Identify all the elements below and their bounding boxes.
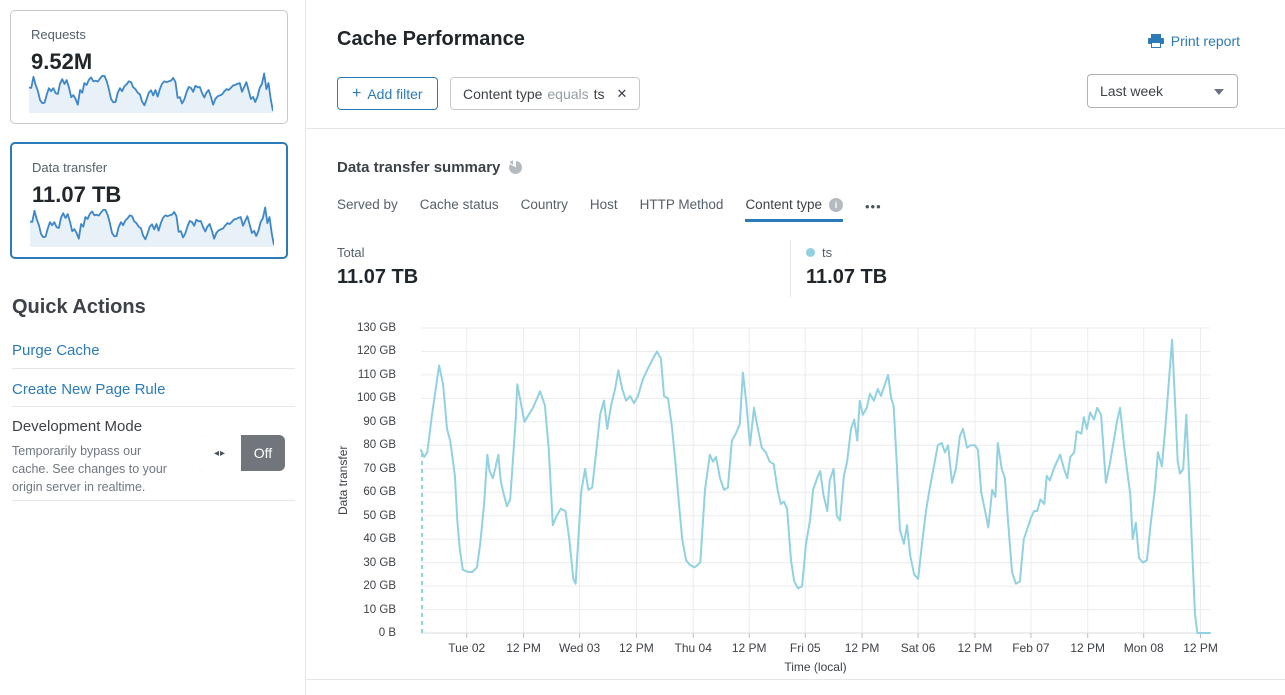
- tab-label: Country: [520, 197, 568, 212]
- x-tick-label: Fri 05: [789, 641, 821, 655]
- tab-cache-status[interactable]: Cache status: [420, 197, 499, 219]
- tab-host[interactable]: Host: [590, 197, 618, 219]
- data-transfer-card-label: Data transfer: [32, 160, 108, 175]
- x-tick-label: 12 PM: [731, 641, 767, 655]
- close-icon[interactable]: ✕: [616, 85, 628, 101]
- total-label: Total: [337, 245, 365, 260]
- x-tick-label: 12 PM: [844, 641, 880, 655]
- tab-country[interactable]: Country: [521, 197, 568, 219]
- x-tick-label: 12 PM: [1183, 641, 1218, 655]
- print-report-link[interactable]: Print report: [1147, 33, 1240, 49]
- info-icon[interactable]: i: [829, 197, 843, 212]
- development-mode-title: Development Mode: [12, 418, 143, 435]
- summary-tabs: Served by Cache status Country Host HTTP Met…: [337, 197, 882, 222]
- x-tick-label: Feb 07: [1012, 641, 1050, 655]
- x-tick-label: 12 PM: [957, 641, 993, 655]
- development-mode-description: Temporarily bypass our cache. See change…: [12, 444, 167, 495]
- tab-served-by[interactable]: Served by: [337, 197, 398, 219]
- y-tick-label: 90 GB: [363, 415, 396, 428]
- toggle-arrows-icon: ◂▸: [199, 435, 241, 471]
- x-tick-label: 12 PM: [506, 641, 541, 655]
- x-axis-ticks: Tue 02 12 PM Wed 03 12 PM Thu 04 12 PM Fri 05 1…: [421, 641, 1218, 657]
- data-transfer-card-value: 11.07 TB: [32, 182, 122, 207]
- divider: [12, 500, 295, 501]
- page-title: Cache Performance: [337, 28, 525, 50]
- tab-label: HTTP Method: [639, 197, 724, 212]
- development-mode-toggle[interactable]: ◂▸ Off: [199, 435, 285, 471]
- summary-title-label: Data transfer summary: [337, 159, 501, 176]
- filter-chip-operator: equals: [547, 85, 589, 102]
- x-tick-label: Thu 04: [674, 641, 712, 655]
- tab-label: Served by: [337, 197, 398, 212]
- x-tick-label: Wed 03: [559, 641, 601, 655]
- divider: [306, 679, 1285, 680]
- add-filter-label: Add filter: [367, 85, 423, 102]
- pie-chart-icon: [509, 160, 523, 174]
- data-transfer-card[interactable]: Data transfer 11.07 TB: [10, 142, 288, 259]
- summary-title: Data transfer summary: [337, 159, 523, 176]
- y-tick-label: 50 GB: [363, 509, 396, 522]
- time-range-value: Last week: [1100, 83, 1164, 99]
- x-tick-label: Sat 06: [900, 641, 936, 655]
- x-tick-label: Mon 08: [1123, 641, 1164, 655]
- legend-series-value: 11.07 TB: [806, 266, 888, 288]
- purge-cache-link[interactable]: Purge Cache: [12, 342, 100, 359]
- y-tick-label: 30 GB: [363, 556, 396, 569]
- requests-sparkline: [29, 72, 273, 113]
- divider: [12, 406, 295, 407]
- y-tick-label: 10 GB: [363, 603, 396, 616]
- filter-chip[interactable]: Content type equals ts ✕: [450, 77, 641, 110]
- data-transfer-sparkline: [30, 206, 274, 247]
- data-transfer-chart: [420, 327, 1211, 638]
- x-axis-label: Time (local): [784, 660, 847, 674]
- toggle-off-label: Off: [241, 435, 285, 471]
- series-color-dot: [806, 248, 815, 257]
- filter-chip-value: ts: [593, 85, 605, 102]
- add-filter-button[interactable]: + Add filter: [337, 77, 438, 110]
- sidebar-main-divider: [305, 0, 306, 695]
- print-report-label: Print report: [1170, 33, 1240, 49]
- divider: [12, 368, 295, 369]
- requests-card[interactable]: Requests 9.52M: [10, 10, 288, 124]
- y-tick-label: 0 B: [378, 627, 396, 639]
- y-tick-label: 60 GB: [363, 486, 396, 499]
- divider: [790, 240, 791, 297]
- y-tick-label: 40 GB: [363, 533, 396, 546]
- y-axis-ticks: 130 GB 120 GB 110 GB 100 GB 90 GB 80 GB 70 GB 6…: [340, 320, 404, 650]
- chevron-down-icon: [1214, 89, 1224, 95]
- quick-actions-title: Quick Actions: [12, 296, 146, 318]
- y-tick-label: 80 GB: [363, 439, 396, 452]
- y-tick-label: 70 GB: [363, 462, 396, 475]
- y-tick-label: 110 GB: [357, 368, 396, 381]
- plus-icon: +: [352, 84, 362, 102]
- printer-icon: [1147, 34, 1164, 48]
- total-value: 11.07 TB: [337, 266, 419, 288]
- x-tick-label: Tue 02: [448, 641, 486, 655]
- tab-label: Cache status: [419, 197, 499, 212]
- x-tick-label: 12 PM: [1070, 641, 1106, 655]
- requests-card-label: Requests: [31, 27, 86, 42]
- filter-chip-field: Content type: [463, 85, 543, 102]
- y-tick-label: 20 GB: [363, 580, 396, 593]
- time-range-select[interactable]: Last week: [1087, 74, 1238, 108]
- more-menu-icon[interactable]: •••: [865, 199, 882, 214]
- divider: [306, 128, 1285, 129]
- tab-content-type[interactable]: Content type i: [745, 197, 843, 222]
- y-tick-label: 100 GB: [357, 392, 396, 405]
- requests-card-value: 9.52M: [31, 49, 93, 74]
- x-tick-label: 12 PM: [619, 641, 654, 655]
- tab-label: Content type: [745, 197, 822, 212]
- tab-http-method[interactable]: HTTP Method: [640, 197, 724, 219]
- y-tick-label: 120 GB: [357, 345, 396, 358]
- legend-series-name: ts: [822, 245, 833, 260]
- create-page-rule-link[interactable]: Create New Page Rule: [12, 381, 166, 398]
- y-tick-label: 130 GB: [357, 322, 396, 334]
- legend-item: ts: [806, 245, 832, 260]
- tab-label: Host: [589, 197, 618, 212]
